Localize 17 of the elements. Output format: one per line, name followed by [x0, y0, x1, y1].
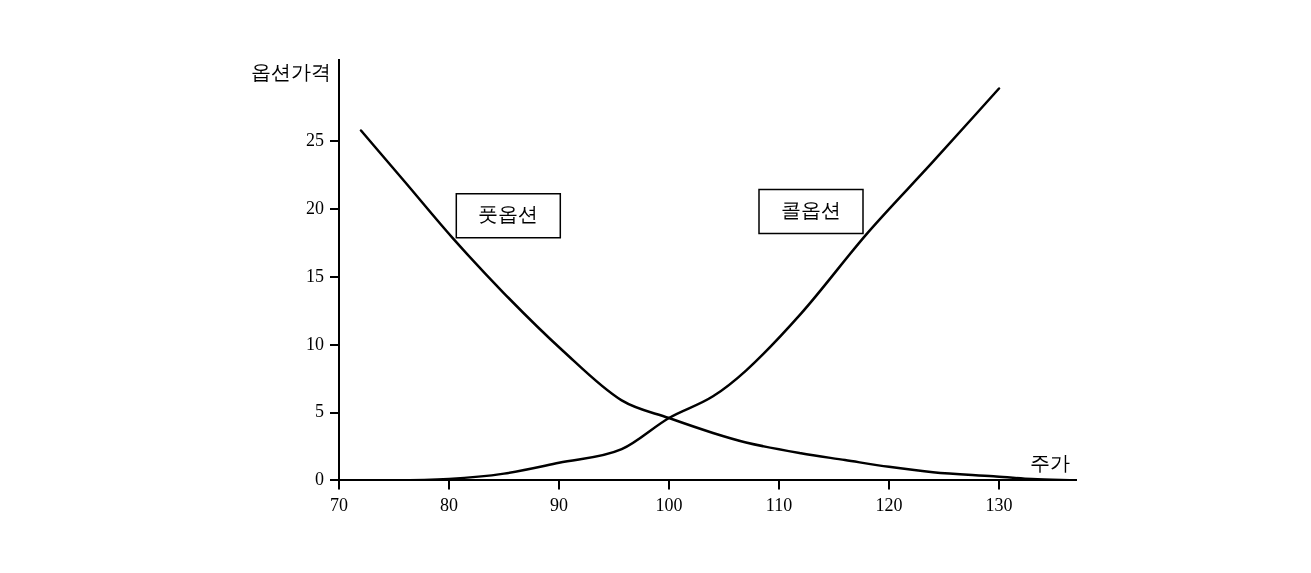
- series-label: 콜옵션: [781, 197, 841, 222]
- x-axis-title: 주가: [1030, 450, 1070, 475]
- y-tick-label: 20: [306, 197, 324, 218]
- x-tick-label: 130: [985, 494, 1013, 515]
- y-axis-title: 옵션가격: [251, 60, 331, 85]
- x-tick-label: 90: [550, 494, 568, 515]
- x-tick-label: 120: [875, 494, 903, 515]
- y-tick-label: 25: [306, 130, 324, 151]
- x-tick-label: 80: [440, 494, 458, 515]
- x-tick-label: 100: [655, 494, 683, 515]
- x-tick-label: 70: [330, 494, 348, 515]
- y-tick-label: 0: [315, 469, 324, 490]
- y-tick-label: 10: [306, 333, 324, 354]
- y-tick-label: 5: [315, 401, 324, 422]
- x-tick-label: 110: [765, 494, 793, 515]
- y-tick-label: 15: [306, 265, 324, 286]
- series-label: 풋옵션: [478, 201, 539, 226]
